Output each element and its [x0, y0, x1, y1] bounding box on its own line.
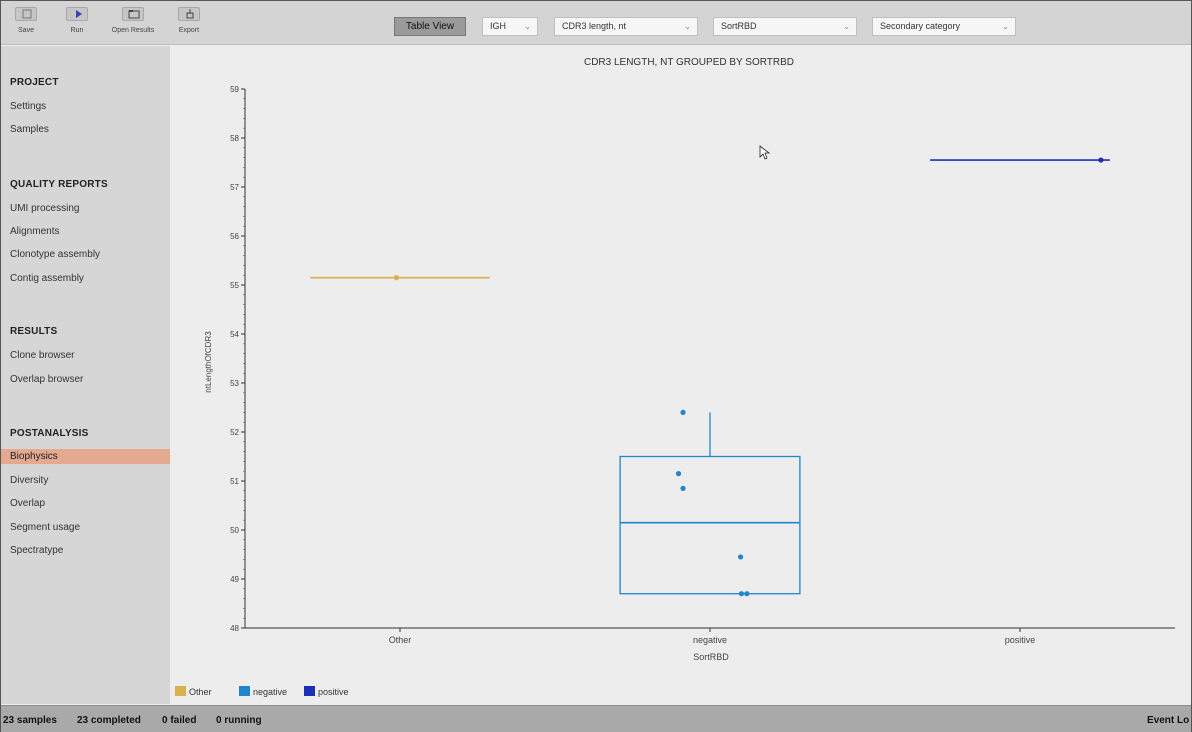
data-point-negative [744, 591, 750, 597]
data-point-negative [737, 554, 744, 560]
status-samples: 23 samples [3, 715, 57, 726]
export-button[interactable]: Export [165, 7, 213, 41]
y-tick-label: 58 [230, 134, 239, 143]
data-point-negative [675, 471, 682, 477]
run-button[interactable]: Run [53, 7, 101, 41]
y-tick-label: 49 [230, 575, 239, 584]
sidebar-item-overlap-browser[interactable]: Overlap browser [10, 374, 84, 385]
legend-item-other[interactable]: Other [175, 686, 212, 697]
chevron-down-icon: ⌄ [1002, 22, 1009, 31]
save-icon [15, 7, 37, 21]
section-header-postanalysis: POSTANALYSIS [10, 428, 89, 439]
y-tick-label: 55 [230, 281, 239, 290]
play-icon [66, 7, 88, 21]
folder-icon [122, 7, 144, 21]
y-axis-label: ntLengthOfCDR3 [204, 331, 213, 393]
y-tick-label: 59 [230, 85, 239, 94]
section-header-project: PROJECT [10, 77, 59, 88]
sidebar-item-segment-usage[interactable]: Segment usage [10, 522, 81, 533]
secondary-category-select[interactable]: Secondary category ⌄ [872, 17, 1016, 36]
x-tick-label: negative [693, 635, 727, 645]
y-tick-label: 48 [230, 624, 239, 633]
chevron-down-icon: ⌄ [524, 22, 531, 31]
legend-swatch [304, 686, 315, 696]
sidebar-item-settings[interactable]: Settings [10, 101, 47, 112]
data-point-negative [738, 591, 745, 597]
x-tick-label: Other [389, 635, 412, 645]
chevron-down-icon: ⌄ [684, 22, 691, 31]
chain-select[interactable]: IGH ⌄ [482, 17, 538, 36]
status-completed: 23 completed [77, 715, 141, 726]
legend-item-negative[interactable]: negative [239, 686, 287, 697]
group-select[interactable]: SortRBD ⌄ [713, 17, 857, 36]
y-tick-label: 56 [230, 232, 239, 241]
toolbar: Save Run Open Results Export Table View … [1, 1, 1191, 45]
open-results-button[interactable]: Open Results [109, 7, 157, 41]
box-plot-chart: CDR3 LENGTH, NT GROUPED BY SORTRBD ntLen… [204, 57, 1175, 662]
legend-swatch [175, 686, 186, 696]
chevron-down-icon: ⌄ [843, 22, 850, 31]
data-point-negative [680, 409, 686, 415]
y-tick-label: 57 [230, 183, 239, 192]
data-point-Other [393, 275, 400, 281]
y-tick-label: 51 [230, 477, 239, 486]
legend-swatch [239, 686, 250, 696]
box-negative [619, 455, 801, 595]
chart-panel: CDR3 LENGTH, NT GROUPED BY SORTRBD ntLen… [170, 46, 1191, 704]
sidebar-item-umi-processing[interactable]: UMI processing [10, 203, 80, 214]
sidebar-item-biophysics[interactable]: Biophysics [1, 449, 170, 464]
table-view-button[interactable]: Table View [394, 17, 466, 36]
x-tick-label: positive [1005, 635, 1036, 645]
sidebar: PROJECT Settings Samples QUALITY REPORTS… [1, 46, 170, 704]
legend-item-positive[interactable]: positive [304, 686, 349, 697]
chart-title: CDR3 LENGTH, NT GROUPED BY SORTRBD [584, 57, 794, 68]
data-point-negative [680, 485, 686, 491]
y-tick-label: 52 [230, 428, 239, 437]
y-tick-label: 50 [230, 526, 239, 535]
sidebar-item-clonotype-assembly[interactable]: Clonotype assembly [10, 249, 101, 260]
sidebar-item-diversity[interactable]: Diversity [10, 475, 49, 486]
section-header-quality-reports: QUALITY REPORTS [10, 179, 108, 190]
cursor-icon [759, 145, 771, 160]
status-failed: 0 failed [162, 715, 197, 726]
sidebar-item-alignments[interactable]: Alignments [10, 226, 60, 237]
export-icon [178, 7, 200, 21]
data-point-positive [1098, 157, 1104, 163]
sidebar-item-clone-browser[interactable]: Clone browser [10, 350, 75, 361]
section-header-results: RESULTS [10, 326, 58, 337]
status-running: 0 running [216, 715, 262, 726]
status-bar: 23 samples 23 completed 0 failed 0 runni… [1, 705, 1191, 732]
sidebar-item-overlap[interactable]: Overlap [10, 498, 46, 509]
y-tick-label: 54 [230, 330, 239, 339]
save-button[interactable]: Save [2, 7, 50, 41]
metric-select[interactable]: CDR3 length, nt ⌄ [554, 17, 698, 36]
sidebar-item-contig-assembly[interactable]: Contig assembly [10, 273, 84, 284]
sidebar-item-spectratype[interactable]: Spectratype [10, 545, 64, 556]
x-axis-label: SortRBD [693, 652, 729, 662]
y-tick-label: 53 [230, 379, 239, 388]
sidebar-item-samples[interactable]: Samples [10, 124, 49, 135]
event-log-button[interactable]: Event Lo [1147, 715, 1190, 726]
